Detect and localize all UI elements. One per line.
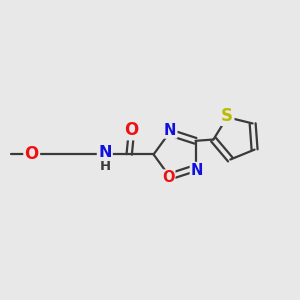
Text: N: N <box>98 146 112 160</box>
Text: H: H <box>99 160 110 173</box>
Text: N: N <box>191 163 203 178</box>
Text: N: N <box>164 122 176 137</box>
Text: S: S <box>221 107 233 125</box>
Text: O: O <box>124 121 139 139</box>
Text: O: O <box>162 170 174 185</box>
Text: O: O <box>25 146 39 164</box>
